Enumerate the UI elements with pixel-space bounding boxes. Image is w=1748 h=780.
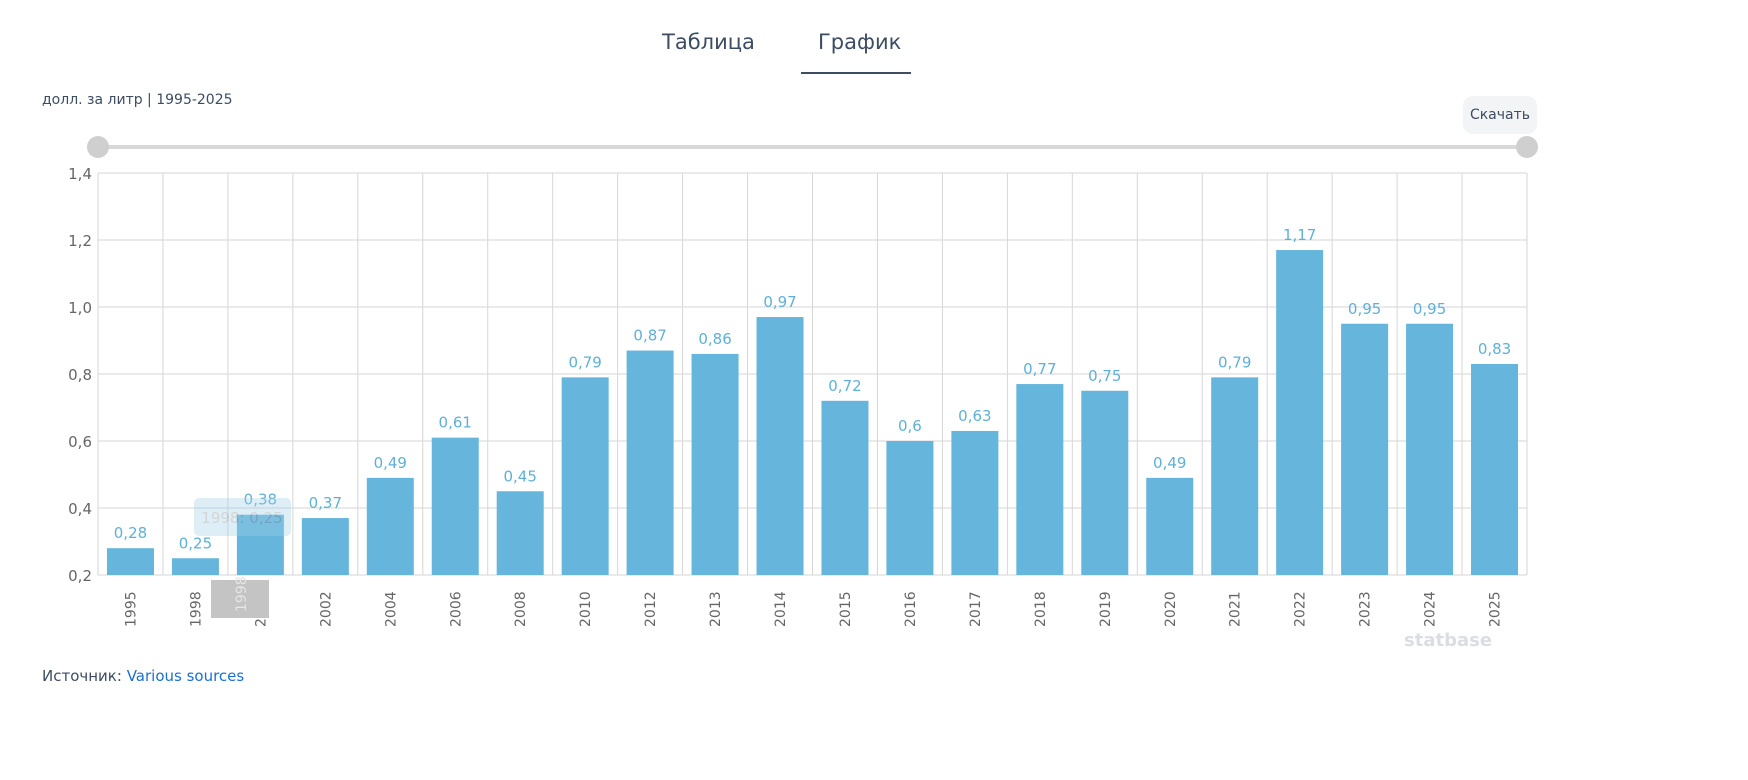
y-tick-label: 0,2 [68,567,92,585]
data-label: 0,72 [828,377,861,395]
x-tick-label: 2021 [1228,591,1244,627]
bar [1146,477,1194,575]
x-tick-label: 2022 [1293,591,1309,627]
bar [1016,384,1064,575]
bar-chart: 0,28 0,25 0,38 0,37 0,49 0,61 0,45 0,79 0,87 0,86… [68,136,1538,627]
svg-text:1998: 1998 [234,576,250,612]
y-tick-label: 0,8 [68,366,92,384]
bar [821,400,869,575]
data-label: 0,45 [504,467,537,485]
data-label: 0,28 [114,524,147,542]
data-label: 0,87 [633,327,666,345]
bar [626,350,674,575]
unit-label: долл. за литр | 1995-2025 [42,92,233,108]
data-label: 0,79 [568,353,601,371]
x-tick-label: 2020 [1163,591,1179,627]
bar [561,377,609,575]
x-tick-label: 2008 [513,591,529,627]
data-label: 0,25 [179,534,212,552]
data-label: 0,63 [958,407,991,425]
x-tick-label: 2016 [903,591,919,627]
tooltip-text: 1998: 0,25 [201,509,282,527]
data-label: 0,97 [763,293,796,311]
bar [301,518,349,575]
data-label: 0,77 [1023,360,1056,378]
statbase-logo: statbase [1404,630,1493,651]
x-tick-label: 2025 [1488,591,1504,627]
data-label: 0,37 [309,494,342,512]
x-tick-label: 1998 [188,591,204,627]
y-tick-label: 0,6 [68,433,92,451]
x-tick-label: 2019 [1098,591,1114,627]
x-tick-label: 2013 [708,591,724,627]
data-label: 0,95 [1348,300,1381,318]
bar [756,317,804,575]
data-label: 0,6 [898,417,922,435]
data-label: 0,49 [374,454,407,472]
data-label: 1,17 [1283,226,1316,244]
bar [171,558,219,575]
bar [1081,390,1129,575]
active-tab-indicator [801,72,911,74]
x-tick-label: 2012 [643,591,659,627]
x-tick-label: 2015 [838,591,854,627]
range-slider[interactable] [87,136,1538,158]
y-tick-label: 1,0 [68,299,92,317]
y-tick-label: 1,4 [68,165,92,183]
bar [431,437,479,575]
data-label: 0,83 [1478,340,1511,358]
source-link[interactable]: Various sources [126,667,245,685]
tab-table[interactable]: Таблица [662,30,755,54]
x-tick-label: 2004 [383,591,399,627]
x-tick-label: 2017 [968,591,984,627]
data-label: 0,75 [1088,367,1121,385]
x-tick-label: 2024 [1423,591,1439,627]
tooltip: 1998: 0,25 [194,498,291,536]
data-label: 0,86 [698,330,731,348]
data-label: 0,95 [1413,300,1446,318]
data-label: 0,79 [1218,353,1251,371]
bar [1341,323,1389,575]
bar [1471,363,1519,575]
y-tick-label: 0,4 [68,500,92,518]
bar [106,548,154,575]
bar [1211,377,1259,575]
data-label: 0,49 [1153,454,1186,472]
download-button[interactable]: Скачать [1463,96,1537,134]
x-tick-label: 2010 [578,591,594,627]
tooltip-xlabel: 1998 [211,576,269,618]
bar [366,477,414,575]
slider-handle-left[interactable] [87,136,109,158]
bar [1406,323,1454,575]
data-label: 0,61 [439,414,472,432]
x-tick-label: 2018 [1033,591,1049,627]
bar [236,514,284,575]
x-tick-label: 2014 [773,591,789,627]
x-tick-label: 1995 [123,591,139,627]
bar [951,430,999,575]
data-label: 0,38 [244,491,277,509]
x-tick-label: 2006 [448,591,464,627]
bar [886,441,934,575]
x-tick-label: 2002 [318,591,334,627]
slider-handle-right[interactable] [1516,136,1538,158]
bar [691,353,739,575]
x-tick-label: 2023 [1358,591,1374,627]
slider-track[interactable] [98,145,1527,149]
tab-chart[interactable]: График [818,30,902,54]
source-line: Источник: Various sources [42,667,245,685]
y-tick-label: 1,2 [68,232,92,250]
bar [1276,250,1324,576]
bar [496,491,544,575]
